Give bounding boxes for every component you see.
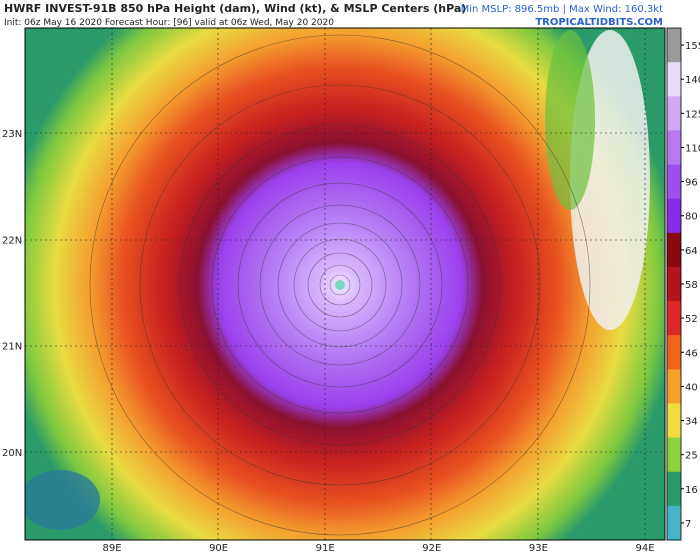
colorbar-segment <box>667 232 681 268</box>
colorbar-label: 80 <box>685 212 698 223</box>
colorbar-label: 16 <box>685 485 698 496</box>
lon-label: 91E <box>316 543 335 554</box>
map <box>25 28 665 540</box>
colorbar-segment <box>667 96 681 131</box>
lon-label: 93E <box>529 543 548 554</box>
colorbar-label: 52 <box>685 314 698 325</box>
colorbar-label: 46 <box>685 348 698 359</box>
colorbar-label: 140 <box>685 75 700 86</box>
colorbar-label: 25 <box>685 451 698 462</box>
lat-label: 23N <box>2 129 22 140</box>
colorbar-segment <box>667 437 681 473</box>
colorbar-segment <box>667 266 681 302</box>
colorbar-label: 58 <box>685 280 698 291</box>
title: HWRF INVEST-91B 850 hPa Height (dam), Wi… <box>4 2 466 15</box>
colorbar-segment <box>667 403 681 439</box>
lon-label: 92E <box>422 543 441 554</box>
colorbar-label: 155 <box>685 41 700 52</box>
lon-label: 94E <box>635 543 654 554</box>
colorbar-label: 125 <box>685 109 700 120</box>
lat-label: 21N <box>2 342 22 353</box>
lon-label: 89E <box>102 543 121 554</box>
colorbar-label: 96 <box>685 178 698 189</box>
colorbar-segment <box>667 369 681 404</box>
stats: Min MSLP: 896.5mb | Max Wind: 160.3kt <box>461 4 663 15</box>
subtitle: Init: 06z May 16 2020 Forecast Hour: [96… <box>4 18 334 28</box>
colorbar-label: 64 <box>685 246 698 257</box>
colorbar-segment <box>667 198 681 234</box>
lon-label: 90E <box>209 543 228 554</box>
colorbar-segment <box>667 28 681 63</box>
colorbar-segment <box>667 335 681 370</box>
colorbar-segment <box>667 301 681 336</box>
colorbar-segment <box>667 471 681 507</box>
colorbar-label: 110 <box>685 143 700 154</box>
colorbar-label: 40 <box>685 382 698 393</box>
colorbar-segment <box>667 62 681 97</box>
colorbar-label: 34 <box>685 417 698 428</box>
colorbar-segment <box>667 505 681 541</box>
colorbar-segment <box>667 130 681 166</box>
site: TROPICALTIDBITS.COM <box>535 17 663 28</box>
colorbar-segment <box>667 164 681 200</box>
lat-label: 22N <box>2 235 22 246</box>
colorbar-label: 7 <box>685 519 691 530</box>
lat-label: 20N <box>2 448 22 459</box>
